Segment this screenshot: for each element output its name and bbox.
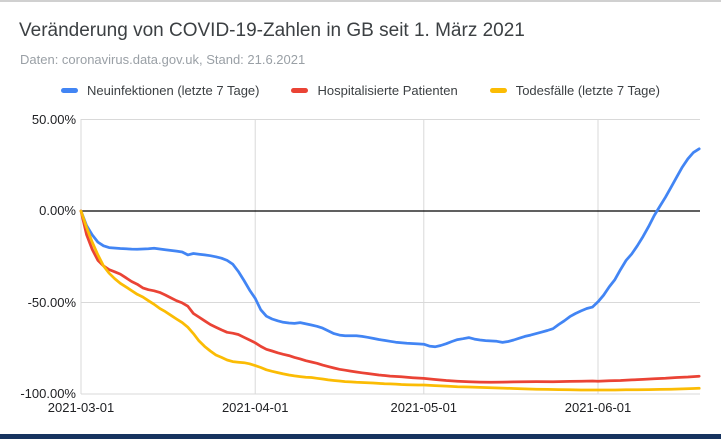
legend-label: Hospitalisierte Patienten bbox=[317, 82, 458, 98]
series-line-1 bbox=[79, 209, 701, 384]
bottom-edge-bar bbox=[0, 434, 721, 439]
legend-label: Neuinfektionen (letzte 7 Tage) bbox=[87, 82, 260, 98]
legend-label: Todesfälle (letzte 7 Tage) bbox=[515, 82, 660, 98]
x-tick-label: 2021-05-01 bbox=[390, 400, 458, 415]
y-tick-label: -100.00% bbox=[20, 386, 76, 401]
legend-marker-red-icon bbox=[291, 87, 309, 93]
top-border-line bbox=[0, 0, 721, 2]
x-tick-label: 2021-03-01 bbox=[47, 400, 115, 415]
chart-legend: Neuinfektionen (letzte 7 Tage) Hospitali… bbox=[0, 82, 721, 98]
series-line-2 bbox=[79, 209, 701, 392]
x-tick-label: 2021-06-01 bbox=[564, 400, 632, 415]
y-tick-label: 0.00% bbox=[39, 203, 76, 218]
legend-item-todesfaelle: Todesfälle (letzte 7 Tage) bbox=[489, 82, 660, 98]
x-tick-label: 2021-04-01 bbox=[221, 400, 289, 415]
series-line-0 bbox=[79, 147, 701, 349]
page-subtitle: Daten: coronavirus.data.gov.uk, Stand: 2… bbox=[20, 52, 306, 67]
legend-marker-blue-icon bbox=[61, 87, 78, 93]
page-title: Veränderung von COVID-19-Zahlen in GB se… bbox=[19, 20, 525, 41]
legend-marker-yellow-icon bbox=[489, 87, 507, 93]
legend-item-neuinfektionen: Neuinfektionen (letzte 7 Tage) bbox=[61, 83, 259, 98]
y-tick-label: -50.00% bbox=[27, 294, 76, 310]
legend-item-hospitalisierte: Hospitalisierte Patienten bbox=[291, 82, 458, 98]
y-tick-label: 50.00% bbox=[31, 111, 76, 127]
